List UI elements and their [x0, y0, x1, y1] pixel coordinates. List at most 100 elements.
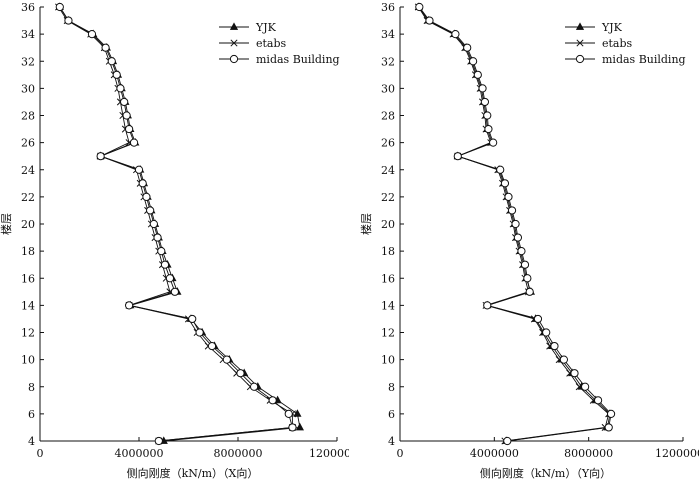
y-tick-label: 8	[28, 381, 35, 394]
y-tick-label: 18	[381, 245, 395, 258]
y-tick-label: 8	[388, 381, 395, 394]
data-point-midas-building	[207, 341, 217, 351]
series-etabs	[55, 3, 297, 445]
data-point-midas-building	[483, 111, 492, 120]
data-point-midas-building	[451, 30, 460, 39]
data-point-midas-building	[112, 70, 121, 79]
x-tick-label: 8000000	[564, 447, 613, 460]
y-tick-label: 34	[21, 28, 35, 41]
data-point-midas-building	[149, 219, 158, 229]
data-point-midas-building	[142, 192, 151, 201]
data-point-midas-building	[134, 165, 144, 174]
data-point-midas-building	[520, 260, 530, 269]
y-tick-label: 30	[381, 82, 395, 95]
data-point-midas-building	[138, 179, 147, 188]
data-point-midas-building	[533, 314, 543, 324]
y-axis-title: 楼层	[359, 213, 373, 235]
series-line-etabs	[58, 6, 293, 442]
data-point-midas-building	[559, 355, 569, 364]
y-tick-label: 4	[388, 435, 395, 448]
data-point-midas-building	[496, 165, 505, 174]
data-point-midas-building	[154, 436, 163, 446]
stiffness-chart-x-direction: 4 6 8 10 12 14 16 18 20 22 24 26 28 30 32 34 36 0 4000000 8…	[0, 1, 349, 480]
legend: YJK etabs midas Building	[565, 21, 686, 66]
legend-item-yjk: YJK	[219, 21, 277, 34]
data-point-midas-building	[525, 287, 534, 296]
series-midas-building	[415, 2, 616, 446]
y-tick-label: 24	[21, 164, 35, 177]
data-point-midas-building	[511, 219, 520, 229]
data-point-midas-building	[122, 111, 131, 120]
data-point-midas-building	[55, 2, 64, 12]
data-point-midas-building	[478, 84, 487, 93]
y-tick-label: 16	[21, 272, 35, 285]
data-point-midas-building	[116, 84, 125, 93]
data-point-midas-building	[473, 70, 482, 79]
legend-marker-etabs	[576, 39, 584, 47]
data-point-midas-building	[453, 152, 462, 161]
legend-item-yjk: YJK	[565, 21, 623, 34]
data-point-midas-building	[415, 2, 424, 12]
data-point-midas-building	[507, 206, 517, 215]
x-tick-label: 12000000	[309, 447, 349, 460]
data-point-midas-building	[594, 396, 603, 405]
data-point-midas-building	[489, 138, 498, 147]
data-point-midas-building	[188, 314, 197, 324]
data-point-midas-building	[153, 233, 162, 242]
y-tick-label: 36	[21, 1, 35, 14]
data-point-midas-building	[581, 382, 590, 391]
data-point-etabs	[575, 383, 583, 391]
x-tick-label: 4000000	[115, 447, 164, 460]
data-point-midas-building	[96, 152, 105, 161]
legend-label: YJK	[601, 21, 623, 34]
legend-label: midas Building	[602, 53, 686, 66]
y-tick-label: 36	[381, 1, 395, 14]
y-axis-title: 楼层	[0, 213, 13, 235]
data-point-midas-building	[120, 97, 129, 107]
data-point-midas-building	[146, 206, 155, 215]
data-point-midas-building	[550, 341, 559, 351]
legend-label: etabs	[602, 37, 633, 50]
y-tick-label: 16	[381, 272, 395, 285]
stiffness-chart-y-direction: 4 6 8 10 12 14 16 18 20 22 24 26 28 30 32 34 36 0 4000000 8…	[359, 1, 699, 480]
data-point-midas-building	[606, 409, 616, 418]
x-tick-label: 0	[397, 447, 404, 460]
data-point-midas-building	[236, 369, 245, 378]
legend-marker-midas-building	[575, 54, 585, 64]
y-tick-label: 12	[21, 327, 35, 340]
y-tick-label: 26	[381, 137, 395, 150]
data-point-midas-building	[195, 328, 204, 337]
data-point-midas-building	[542, 328, 551, 337]
data-point-midas-building	[513, 233, 523, 242]
data-point-midas-building	[469, 57, 478, 66]
legend-item-midas-building: midas Building	[565, 53, 686, 66]
data-point-yjk	[295, 422, 304, 431]
y-tick-label: 22	[381, 191, 395, 204]
x-tick-label: 4000000	[470, 447, 519, 460]
series-line-yjk	[59, 6, 301, 442]
data-point-midas-building	[480, 97, 489, 107]
y-tick-label: 14	[381, 299, 395, 312]
y-tick-label: 4	[28, 435, 35, 448]
y-tick-label: 10	[21, 354, 35, 367]
axes: 4 6 8 10 12 14 16 18 20 22 24 26 28 30 32 34 36 0 4000000 8…	[381, 1, 699, 460]
data-point-midas-building	[517, 247, 526, 256]
y-tick-label: 34	[381, 28, 395, 41]
legend: YJK etabs midas Building	[219, 21, 340, 66]
data-point-midas-building	[604, 423, 613, 432]
x-axis-title: 侧向刚度（kN/m）（Y向）	[480, 466, 611, 480]
legend-marker-midas-building	[229, 54, 239, 64]
data-point-midas-building	[249, 382, 259, 391]
y-tick-label: 32	[21, 55, 35, 68]
y-tick-label: 32	[381, 55, 395, 68]
y-tick-label: 18	[21, 245, 35, 258]
data-point-midas-building	[160, 260, 170, 269]
data-point-midas-building	[125, 301, 134, 310]
y-tick-label: 10	[381, 354, 395, 367]
legend-marker-etabs	[230, 39, 238, 47]
y-tick-label: 20	[21, 218, 35, 231]
x-tick-label: 8000000	[214, 447, 263, 460]
y-tick-label: 14	[21, 299, 35, 312]
y-tick-label: 24	[381, 164, 395, 177]
